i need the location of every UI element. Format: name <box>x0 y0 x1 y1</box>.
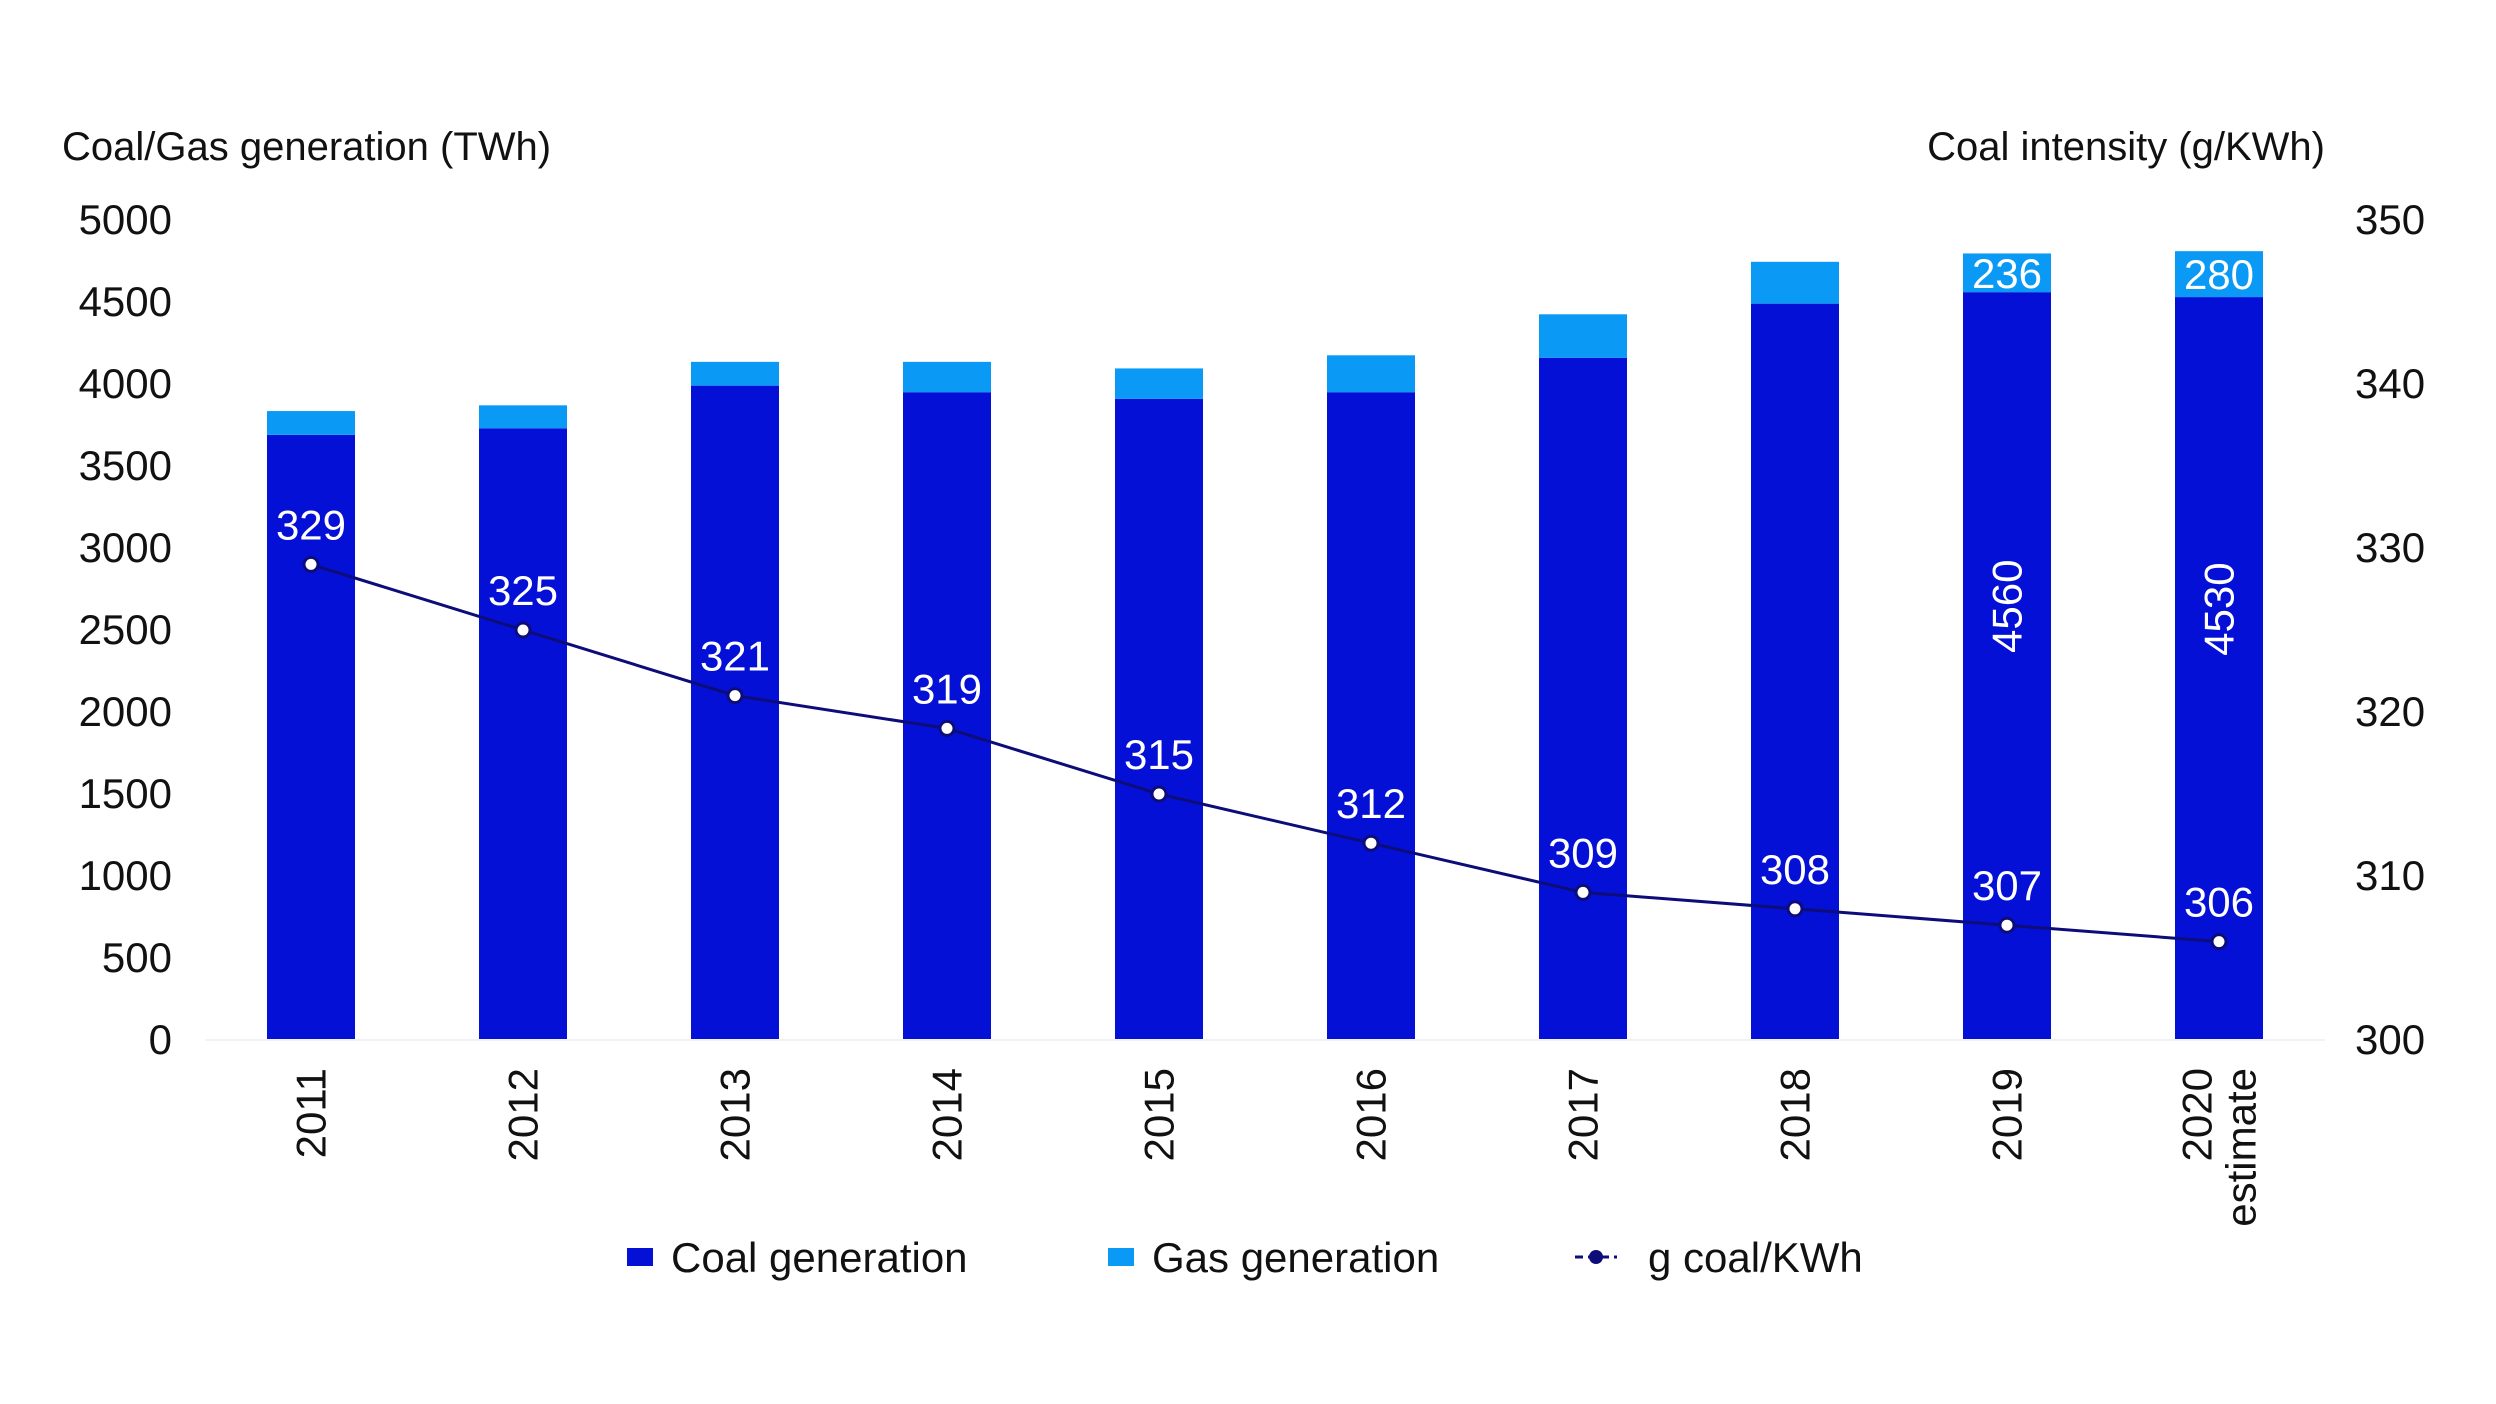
legend: Coal generation Gas generation g coal/KWh <box>627 1234 1863 1281</box>
gas-bar <box>2175 251 2263 298</box>
x-axis: 2011 2012 2013 2014 2015 2016 2017 2018 2019 2020… <box>288 1068 2265 1227</box>
y2-tick-label: 310 <box>2355 852 2425 899</box>
intensity-point <box>302 555 320 573</box>
x-tick-label-line: estimate <box>2218 1068 2265 1227</box>
intensity-label: 309 <box>1548 829 1618 876</box>
bars: 4560 236 4530 280 <box>267 250 2263 1041</box>
x-tick-label-line: 2016 <box>1348 1068 1395 1161</box>
y-tick-label: 1000 <box>79 852 172 899</box>
coal-bar <box>1327 392 1415 1040</box>
y-tick-label: 5000 <box>79 196 172 243</box>
gas-bar <box>479 405 567 429</box>
gas-bar <box>1115 368 1203 399</box>
coal-bar <box>903 392 991 1040</box>
intensity-point <box>1574 883 1592 901</box>
y2-tick-label: 340 <box>2355 360 2425 407</box>
y-tick-label: 2500 <box>79 606 172 653</box>
gas-bar-label: 280 <box>2184 251 2254 298</box>
x-tick-label: 2019 <box>1984 1068 2031 1161</box>
coal-bar <box>1751 303 1839 1040</box>
y2-tick-label: 300 <box>2355 1016 2425 1063</box>
intensity-point <box>1786 900 1804 918</box>
intensity-point <box>1362 834 1380 852</box>
y2-axis: 300 310 320 330 340 350 <box>2355 196 2425 1063</box>
x-tick-label-line: 2014 <box>924 1068 971 1161</box>
legend-swatch-gas <box>1108 1248 1134 1266</box>
gas-bar <box>1751 261 1839 304</box>
y2-tick-label: 330 <box>2355 524 2425 571</box>
y-tick-label: 3000 <box>79 524 172 571</box>
intensity-point <box>514 621 532 639</box>
x-tick-label: 2012 <box>500 1068 547 1161</box>
x-tick-label: 2017 <box>1560 1068 1607 1161</box>
x-tick-label: 2013 <box>712 1068 759 1161</box>
y2-axis-title: Coal intensity (g/KWh) <box>1927 125 2325 169</box>
intensity-label: 308 <box>1760 846 1830 893</box>
gas-bar <box>691 361 779 386</box>
gas-bar <box>1963 253 2051 293</box>
x-tick-label-line: 2013 <box>712 1068 759 1161</box>
x-tick-label-line: 2011 <box>288 1068 335 1158</box>
legend-marker-intensity <box>1589 1250 1603 1264</box>
gas-bar <box>1539 314 1627 358</box>
intensity-label: 307 <box>1972 862 2042 909</box>
intensity-point <box>1998 916 2016 934</box>
coal-bar <box>1963 292 2051 1040</box>
gas-bar <box>1327 355 1415 393</box>
x-tick-label: 2014 <box>924 1068 971 1161</box>
intensity-label: 321 <box>700 633 770 680</box>
intensity-line-path <box>310 562 2220 944</box>
gas-bar <box>903 361 991 393</box>
gas-bar-label: 236 <box>1972 250 2042 297</box>
coal-bar <box>691 385 779 1040</box>
intensity-label: 315 <box>1124 731 1194 778</box>
intensity-line: 329 325 321 319 315 312 309 308 307 306 <box>276 501 2254 951</box>
y2-tick-label: 350 <box>2355 196 2425 243</box>
y-tick-label: 0 <box>149 1016 172 1063</box>
coal-bar-label: 4560 <box>1984 560 2031 653</box>
intensity-label: 306 <box>2184 879 2254 926</box>
intensity-label: 329 <box>276 501 346 548</box>
coal-bar <box>267 434 355 1041</box>
y-axis-title: Coal/Gas generation (TWh) <box>62 125 551 169</box>
y-axis: 0 500 1000 1500 2000 2500 3000 3500 4000 4500 5000 <box>79 196 172 1063</box>
intensity-label: 325 <box>488 567 558 614</box>
x-tick-label: 2011 <box>288 1068 335 1158</box>
x-tick-label: 2015 <box>1136 1068 1183 1161</box>
intensity-point <box>1150 785 1168 803</box>
x-tick-label-line: 2019 <box>1984 1068 2031 1161</box>
intensity-point <box>2210 933 2228 951</box>
y2-tick-label: 320 <box>2355 688 2425 735</box>
legend-swatch-coal <box>627 1248 653 1266</box>
intensity-label: 319 <box>912 665 982 712</box>
x-tick-label-line: 2015 <box>1136 1068 1183 1161</box>
x-tick-label-line: 2018 <box>1772 1068 1819 1161</box>
legend-label-coal: Coal generation <box>671 1234 968 1281</box>
y-tick-label: 2000 <box>79 688 172 735</box>
x-tick-label: 2016 <box>1348 1068 1395 1161</box>
y-tick-label: 1500 <box>79 770 172 817</box>
coal-bar <box>1539 357 1627 1040</box>
legend-label-gas: Gas generation <box>1152 1234 1439 1281</box>
x-tick-label: 2018 <box>1772 1068 1819 1161</box>
coal-bar <box>1115 398 1203 1040</box>
x-tick-label-line: 2020 <box>2174 1068 2221 1161</box>
x-tick-label-line: 2017 <box>1560 1068 1607 1161</box>
y-tick-label: 4000 <box>79 360 172 407</box>
x-tick-label-line: 2012 <box>500 1068 547 1161</box>
y-tick-label: 3500 <box>79 442 172 489</box>
coal-bar <box>479 428 567 1040</box>
legend-label-intensity: g coal/KWh <box>1648 1234 1863 1281</box>
y-tick-label: 500 <box>102 934 172 981</box>
intensity-label: 312 <box>1336 780 1406 827</box>
intensity-point <box>726 687 744 705</box>
coal-bar <box>2175 297 2263 1041</box>
coal-bar-label: 4530 <box>2196 562 2243 655</box>
gas-bar <box>267 411 355 435</box>
y-tick-label: 4500 <box>79 278 172 325</box>
intensity-point <box>938 719 956 737</box>
